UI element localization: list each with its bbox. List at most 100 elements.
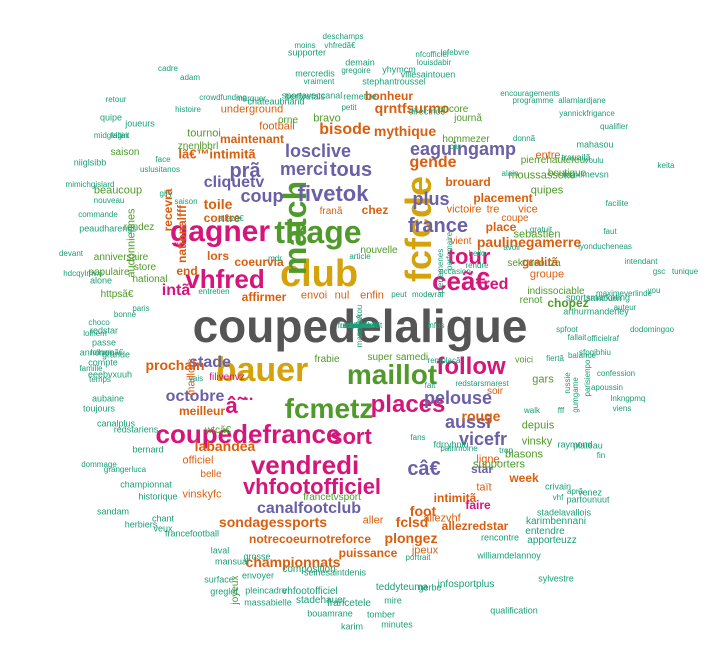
word-partounuut: partounuut [566, 494, 610, 505]
word-voici: voici [514, 354, 534, 365]
word-inta: intã [161, 282, 191, 299]
word-mahasou: mahasou [576, 139, 614, 150]
word-placement: placement [473, 191, 533, 205]
word-joueurs: joueurs [125, 118, 155, 129]
word-temps: temps [89, 375, 111, 384]
word-victoire: victoire [446, 203, 482, 216]
word-championnat: championnat [120, 479, 172, 490]
word-brouard: brouard [445, 175, 491, 189]
word-nouveau: nouveau [93, 196, 125, 205]
word-choco: choco [88, 318, 110, 327]
word-allamlardjane: allamlardjane [558, 96, 606, 105]
word-bonne: bonne [113, 310, 137, 319]
word-bisode: bisode [319, 121, 371, 138]
word-znenlbbrl: znenlbbrl [177, 141, 219, 152]
word-midgelgin: midgelgin [93, 131, 129, 140]
word-apoussin: apoussin [590, 383, 624, 392]
word-villesaintouen: villesaintouen [400, 69, 456, 80]
word-paulinegamerre: paulinegamerre [476, 234, 582, 250]
word-vient: vient [450, 236, 472, 247]
word-peaudharengs: peaudharengs [79, 223, 137, 234]
word-teddyteuma: teddyteuma [375, 582, 429, 593]
word-mimichgislard: mimichgislard [65, 180, 115, 189]
word-gratuit: gratuit [529, 225, 553, 234]
word-devant: devant [58, 249, 84, 258]
word-nfcofficiel: nfcofficiel [415, 50, 449, 59]
word-populaire: populaire [88, 267, 130, 278]
word-moins: moins [294, 41, 316, 50]
word-confession: confession [596, 369, 636, 378]
word-allezvhf: allezvhf [423, 512, 461, 525]
word-annonce: annonce [79, 347, 115, 358]
word-historique: historique [138, 491, 178, 502]
word-gumgame: gumgame [571, 377, 580, 413]
word-fallait: fallait [567, 333, 587, 342]
word-tai-t: taït [476, 481, 492, 494]
word-moussassoko: moussassoko [508, 169, 576, 182]
word-national: national [132, 274, 168, 285]
word-commande: commande [78, 210, 118, 219]
word-fin: fin [596, 451, 606, 460]
word-marquer: marquer [236, 94, 266, 103]
word-la-intimita: lã€™intimitã [178, 146, 256, 162]
word-alleza: allezã€ [218, 214, 244, 223]
word-rendez: rendez [123, 222, 155, 233]
word-redstarsmarest: redstarsmarest [455, 379, 509, 388]
word-fff: fff [557, 406, 565, 415]
word-retour: retour [105, 95, 127, 104]
word-jpeux: jpeux [411, 544, 439, 557]
word-hello: hello [468, 249, 486, 258]
word-mercredis: mercredis [295, 68, 335, 79]
word-gralita: gralitã [521, 255, 559, 269]
word-entre: entre [535, 149, 561, 162]
word-canalplus: canalplus [96, 418, 136, 429]
word-tournoi: tournoi [187, 127, 221, 140]
word-rencontre: rencontre [480, 532, 520, 543]
word-championnats: championnats [245, 554, 341, 570]
word-redstariens: redstariens [113, 424, 159, 435]
word-fait: fait [424, 381, 436, 390]
word-pra: prã [229, 160, 261, 182]
word-allezredstar: allezredstar [441, 519, 509, 533]
word-vhfred: vhfred [185, 264, 265, 294]
word-vhfreda: vhfredã€ [324, 41, 356, 50]
word-auteur: auteur [613, 303, 637, 312]
word-yhymcm: yhymcm [382, 64, 416, 75]
word-mieux: mieux [349, 321, 371, 330]
word-bouamrane: bouamrane [307, 608, 353, 619]
word-fierta: fiertã [546, 354, 564, 363]
word-qualifier: qualifier [599, 122, 629, 131]
word-maintenant: maintenant [219, 132, 285, 146]
word-orne: orne [277, 115, 299, 126]
word-crivain: crivain [544, 481, 572, 492]
word-supporters: supporters [473, 458, 525, 471]
word-williamdelannoy: williamdelannoy [477, 550, 541, 561]
word-nul: nul [334, 289, 350, 302]
word-rendre: rendre [465, 261, 489, 270]
word-vendredi: vendredi [250, 450, 360, 480]
word-plongez: plongez [384, 530, 438, 546]
word-apra: aprã [566, 487, 584, 496]
word-groupe: groupe [529, 268, 565, 281]
word-louisdabir: louisdabir [416, 58, 452, 67]
word-filivenvz: filivenvz [209, 372, 245, 383]
word-face: face [155, 155, 171, 164]
word-occasion: occasion [439, 267, 471, 276]
word-petit: petit [341, 103, 357, 112]
word-demain: demain [345, 57, 375, 68]
word-sort: sort [330, 424, 372, 449]
word-deux: deux [351, 321, 369, 330]
word-donna: donnã [512, 134, 536, 143]
word-alone: alone [89, 275, 113, 286]
word-sportsmarketing: sportsmarketing [565, 292, 631, 303]
word-facilite: facilite [605, 199, 629, 208]
word-chopez: chopez [547, 296, 589, 310]
word-arthurmanderley: arthurmanderley [563, 306, 629, 317]
word-lors: lors [206, 249, 230, 263]
word-pleincadre: pleincadre [245, 585, 287, 596]
word-chant: chant [151, 513, 175, 524]
word-contre: contre [203, 211, 241, 225]
word-saison: saison [110, 147, 140, 158]
word-faire: faire [465, 498, 491, 512]
word-sportaveccanal: sportaveccanal [281, 90, 343, 101]
